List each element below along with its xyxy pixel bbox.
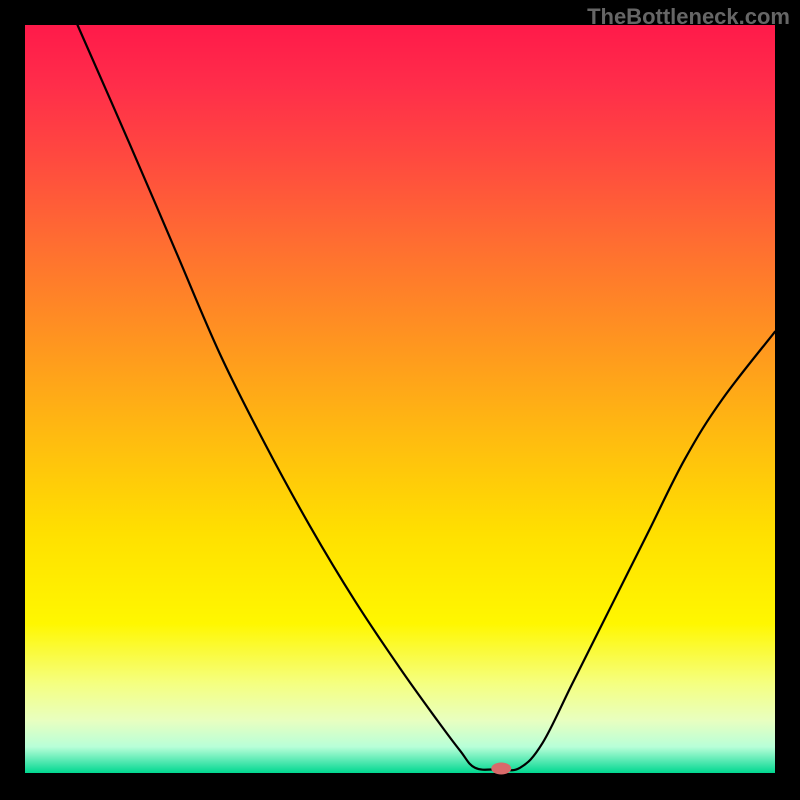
gradient-background <box>25 25 775 773</box>
optimal-marker <box>491 763 511 775</box>
chart-svg <box>0 0 800 800</box>
bottleneck-chart: TheBottleneck.com <box>0 0 800 800</box>
